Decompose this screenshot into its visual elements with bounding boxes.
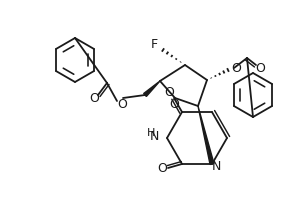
Polygon shape — [144, 81, 160, 96]
Text: O: O — [169, 98, 179, 111]
Text: O: O — [117, 98, 127, 111]
Text: O: O — [255, 62, 265, 75]
Text: O: O — [89, 92, 99, 105]
Text: O: O — [157, 163, 167, 176]
Text: O: O — [164, 85, 174, 99]
Text: O: O — [231, 62, 241, 75]
Text: N: N — [211, 160, 221, 173]
Text: H: H — [147, 128, 155, 138]
Text: N: N — [150, 130, 159, 142]
Text: F: F — [151, 39, 158, 52]
Polygon shape — [198, 106, 214, 164]
